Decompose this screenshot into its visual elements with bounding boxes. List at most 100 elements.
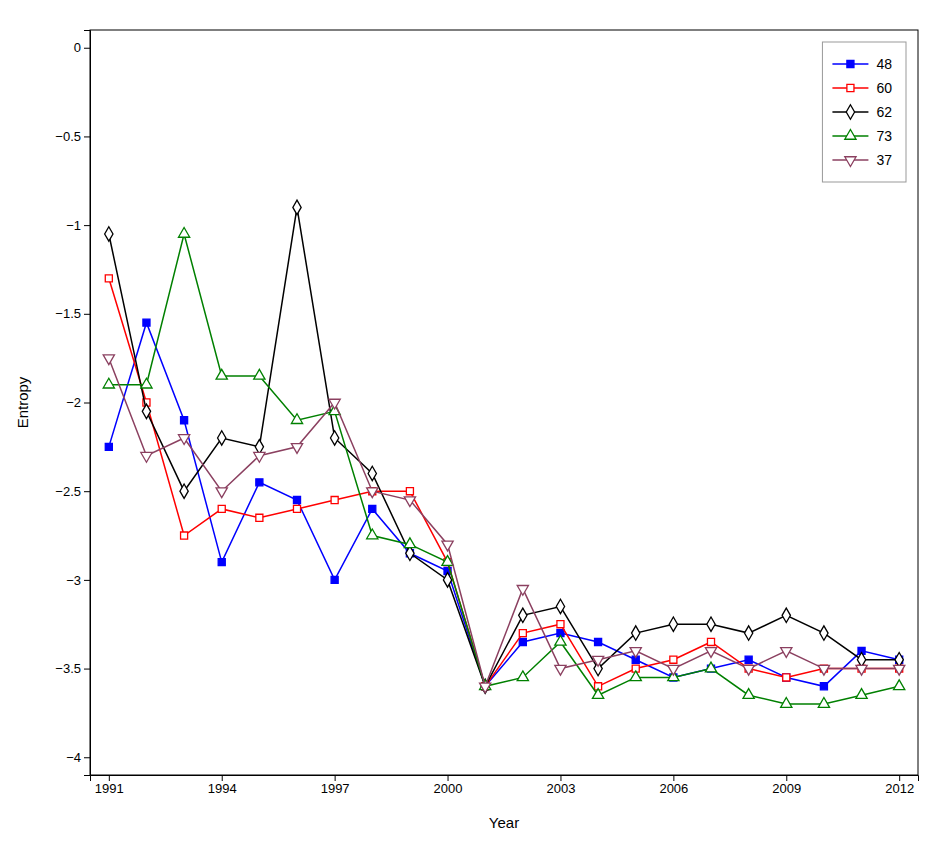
legend-label: 73 <box>876 128 892 144</box>
point <box>856 665 867 675</box>
point <box>141 378 152 388</box>
point <box>820 626 828 640</box>
point <box>404 538 415 548</box>
point <box>707 617 715 631</box>
series-group <box>103 200 905 707</box>
point <box>556 599 564 613</box>
y-tick: −2.5 <box>55 484 90 499</box>
point <box>367 529 378 539</box>
y-tick-mark <box>84 491 90 492</box>
y-axis-line <box>84 31 91 776</box>
x-tick-mark <box>448 775 449 781</box>
y-tick-mark <box>84 136 90 137</box>
point <box>291 414 302 424</box>
legend-label: 62 <box>876 104 892 120</box>
y-tick: −1 <box>66 218 90 233</box>
point <box>105 275 112 282</box>
series-line <box>109 358 899 686</box>
point <box>668 665 679 675</box>
y-tick: −0.5 <box>55 129 90 144</box>
point <box>103 378 114 388</box>
point <box>592 689 603 699</box>
point <box>555 665 566 675</box>
legend-label: 37 <box>876 152 892 168</box>
point <box>368 466 376 480</box>
point <box>519 638 526 645</box>
x-tick-mark <box>786 775 787 781</box>
point <box>330 431 338 445</box>
y-tick-label: −1.5 <box>55 306 81 321</box>
legend: 4860627337 <box>822 42 906 182</box>
point <box>781 698 792 708</box>
point <box>630 671 641 681</box>
legend-marker <box>845 157 856 167</box>
point <box>367 488 378 498</box>
y-tick-label: −4 <box>66 750 81 765</box>
x-tick: 2012 <box>885 775 914 796</box>
point <box>293 505 300 512</box>
x-tick-mark <box>899 775 900 781</box>
legend-box <box>822 42 906 182</box>
point <box>143 319 150 326</box>
y-axis-title: Entropy <box>14 376 31 428</box>
y-tick-mark <box>84 757 90 758</box>
x-tick-label: 2006 <box>659 781 688 796</box>
point <box>329 399 340 409</box>
legend-item: 48 <box>832 56 892 72</box>
y-tick-mark <box>84 48 90 49</box>
point <box>218 505 225 512</box>
series <box>103 227 905 707</box>
point <box>557 621 564 628</box>
point <box>669 617 677 631</box>
point <box>595 638 602 645</box>
point <box>894 665 905 675</box>
point <box>216 488 227 498</box>
x-tick-mark <box>673 775 674 781</box>
point <box>181 532 188 539</box>
point <box>517 585 528 595</box>
point <box>105 443 112 450</box>
point <box>218 559 225 566</box>
point <box>331 576 338 583</box>
y-tick: −4 <box>66 750 90 765</box>
series <box>105 319 902 690</box>
y-tick-mark <box>84 580 90 581</box>
point <box>743 665 754 675</box>
point <box>517 671 528 681</box>
series <box>105 275 902 690</box>
point <box>142 404 150 418</box>
point <box>744 626 752 640</box>
y-tick-mark <box>84 403 90 404</box>
point <box>178 435 189 445</box>
y-tick: −2 <box>66 395 90 410</box>
plot: 199119941997200020032006200920120−0.5−1−… <box>55 30 918 796</box>
point <box>293 497 300 504</box>
point <box>404 497 415 507</box>
point <box>331 497 338 504</box>
y-tick-label: 0 <box>74 40 81 55</box>
x-tick-label: 1994 <box>208 781 237 796</box>
x-axis-line <box>91 776 919 782</box>
point <box>254 369 265 379</box>
point <box>519 630 526 637</box>
point <box>443 573 451 587</box>
series <box>103 355 905 693</box>
point <box>178 227 189 237</box>
legend-item: 37 <box>832 152 892 168</box>
point <box>630 648 641 658</box>
series-line <box>109 234 899 704</box>
y-tick: −3 <box>66 573 90 588</box>
point <box>705 662 716 672</box>
point <box>745 656 752 663</box>
point <box>783 674 790 681</box>
y-tick-label: −0.5 <box>55 129 81 144</box>
x-tick: 1994 <box>208 775 237 796</box>
y-tick: −1.5 <box>55 306 90 321</box>
point <box>181 417 188 424</box>
x-tick: 1991 <box>95 775 124 796</box>
y-tick-mark <box>84 669 90 670</box>
series-line <box>109 323 899 687</box>
y-tick-label: −2 <box>66 395 81 410</box>
x-tick-label: 2009 <box>772 781 801 796</box>
point <box>216 369 227 379</box>
